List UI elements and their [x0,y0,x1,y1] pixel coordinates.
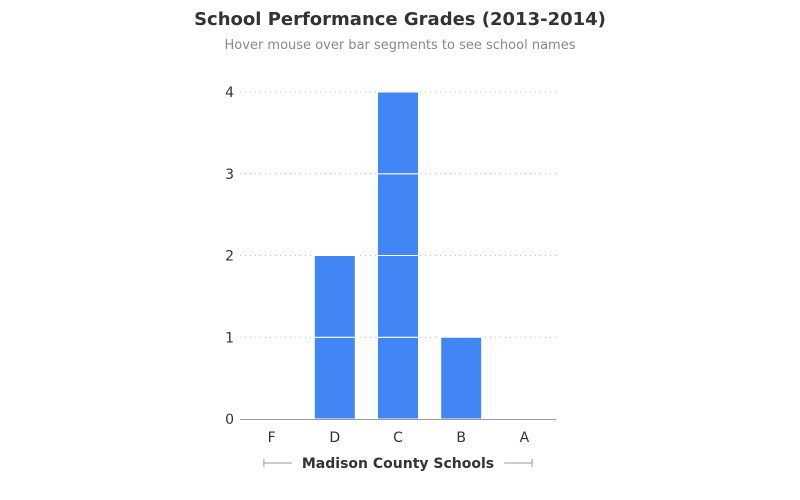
y-tick-label: 1 [225,330,234,346]
bar-B [440,336,483,420]
y-tick-label: 0 [225,412,234,428]
y-tick-label: 4 [225,85,234,101]
bar-segment[interactable] [440,336,483,420]
bar-C [377,91,419,420]
x-tick-label: F [268,430,276,446]
bar-D [313,255,356,420]
bar-segment[interactable] [377,336,419,420]
x-tick-label: C [393,430,403,446]
bar-segment[interactable] [377,91,419,175]
x-axis-title: Madison County Schools [302,456,494,472]
x-tick-label: A [520,430,530,446]
chart-subtitle: Hover mouse over bar segments to see sch… [224,38,576,53]
y-tick-label: 2 [225,249,234,265]
bar-segment[interactable] [377,255,419,338]
bar-segment[interactable] [313,336,356,420]
bars [313,91,483,420]
x-tick-label: D [329,430,340,446]
x-axis-title-group: Madison County Schools [263,456,533,472]
y-axis: 0 1 2 3 4 [225,85,234,428]
chart-title: School Performance Grades (2013-2014) [194,9,606,30]
y-tick-label: 3 [225,167,234,183]
bar-segment[interactable] [377,173,419,256]
x-tick-label: B [456,430,466,446]
bar-segment[interactable] [313,255,356,338]
